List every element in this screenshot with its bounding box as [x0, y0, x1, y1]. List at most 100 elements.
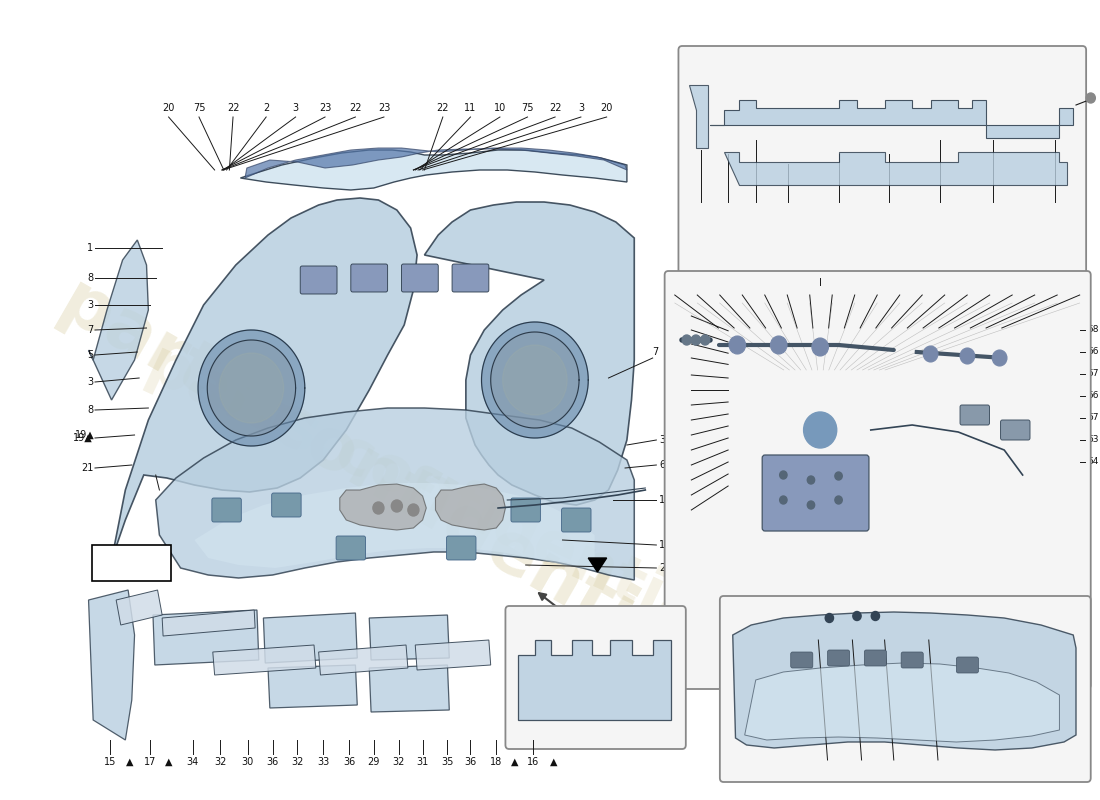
Text: 65: 65: [685, 435, 697, 445]
Text: 61: 61: [1010, 663, 1021, 673]
Text: 57: 57: [1087, 370, 1099, 378]
Text: 48: 48: [961, 283, 972, 293]
Circle shape: [373, 502, 384, 514]
Polygon shape: [241, 150, 627, 190]
Circle shape: [835, 496, 843, 504]
FancyBboxPatch shape: [300, 266, 337, 294]
Circle shape: [729, 336, 746, 354]
FancyBboxPatch shape: [827, 650, 849, 666]
Text: 42: 42: [909, 441, 920, 450]
Circle shape: [960, 348, 975, 364]
Text: 48: 48: [692, 283, 703, 293]
Text: 56: 56: [849, 283, 860, 293]
Text: 29: 29: [367, 757, 380, 767]
Text: 68: 68: [671, 461, 683, 470]
Text: 22: 22: [349, 103, 362, 113]
Text: 63: 63: [1087, 435, 1099, 445]
Circle shape: [1086, 93, 1096, 103]
Text: 11: 11: [464, 103, 476, 113]
Polygon shape: [319, 645, 408, 675]
Text: 60: 60: [984, 663, 997, 673]
Text: 26: 26: [821, 763, 834, 773]
Circle shape: [392, 500, 403, 512]
Text: 3: 3: [87, 377, 94, 387]
Polygon shape: [724, 152, 1067, 185]
Text: 51: 51: [737, 283, 748, 293]
Text: 45: 45: [916, 283, 928, 293]
Text: 61: 61: [671, 401, 683, 410]
Text: 64: 64: [1087, 458, 1099, 466]
FancyBboxPatch shape: [452, 264, 488, 292]
Circle shape: [503, 345, 568, 415]
FancyBboxPatch shape: [272, 493, 301, 517]
Text: 47: 47: [894, 283, 905, 293]
Text: 57: 57: [671, 386, 683, 394]
Text: 41: 41: [849, 663, 861, 673]
Circle shape: [491, 332, 579, 428]
Text: 24: 24: [888, 763, 901, 773]
Text: 14: 14: [659, 540, 671, 550]
Text: 65: 65: [936, 663, 947, 673]
Text: ▲: ▲: [510, 757, 518, 767]
Text: 25: 25: [855, 763, 868, 773]
Text: 22: 22: [549, 103, 561, 113]
Text: ▲: ▲: [550, 757, 557, 767]
Text: Vale per USA, USA Light, CDN, China e Golfo: Vale per USA, USA Light, CDN, China e Go…: [745, 230, 1006, 242]
Polygon shape: [88, 590, 134, 740]
Text: 13: 13: [659, 495, 671, 505]
Circle shape: [691, 335, 701, 345]
FancyBboxPatch shape: [901, 652, 923, 668]
Text: 61: 61: [685, 403, 697, 413]
Text: 65: 65: [671, 490, 683, 499]
Text: 50: 50: [671, 311, 683, 321]
Text: 36: 36: [464, 757, 476, 767]
Text: 61: 61: [911, 663, 923, 673]
Text: 31: 31: [417, 757, 429, 767]
Text: 57: 57: [685, 387, 697, 397]
Text: 60: 60: [685, 451, 697, 461]
Text: 8: 8: [87, 273, 94, 283]
FancyBboxPatch shape: [719, 596, 1091, 782]
Circle shape: [923, 346, 938, 362]
Text: ▲ = 12: ▲ = 12: [111, 557, 153, 570]
Text: Valid for USA, USA Light, CDN, China and Gulf: Valid for USA, USA Light, CDN, China and…: [740, 247, 1011, 261]
Text: 66: 66: [870, 358, 881, 366]
Text: parts.confidential: parts.confidential: [46, 269, 711, 691]
FancyBboxPatch shape: [402, 264, 438, 292]
Circle shape: [807, 476, 815, 484]
Circle shape: [770, 336, 786, 354]
Text: 20: 20: [601, 103, 613, 113]
Text: 56: 56: [669, 283, 681, 293]
Text: 59: 59: [804, 283, 815, 293]
FancyBboxPatch shape: [1001, 420, 1030, 440]
Circle shape: [812, 338, 828, 356]
Text: 2: 2: [263, 103, 270, 113]
Text: 52: 52: [759, 283, 770, 293]
Text: 65: 65: [1037, 663, 1048, 673]
Polygon shape: [436, 484, 505, 530]
Polygon shape: [111, 198, 417, 560]
Text: 10: 10: [494, 103, 506, 113]
Polygon shape: [195, 483, 595, 570]
Polygon shape: [690, 85, 708, 148]
Polygon shape: [263, 613, 358, 663]
Polygon shape: [710, 100, 1074, 138]
Circle shape: [219, 353, 284, 423]
Text: 7: 7: [87, 325, 94, 335]
Text: 41: 41: [798, 663, 810, 673]
Text: 75: 75: [192, 103, 206, 113]
Polygon shape: [117, 590, 162, 625]
Text: 67: 67: [1087, 414, 1099, 422]
Text: 56: 56: [671, 354, 683, 362]
Text: 56: 56: [714, 283, 726, 293]
Text: 3: 3: [578, 103, 584, 113]
Text: 5: 5: [87, 350, 94, 360]
Circle shape: [207, 340, 296, 436]
FancyBboxPatch shape: [212, 498, 241, 522]
Text: 36: 36: [266, 757, 278, 767]
Text: 56: 56: [1087, 391, 1099, 401]
Text: 23: 23: [377, 103, 390, 113]
Text: 53: 53: [781, 283, 793, 293]
Text: 30: 30: [242, 757, 254, 767]
FancyBboxPatch shape: [505, 606, 685, 749]
